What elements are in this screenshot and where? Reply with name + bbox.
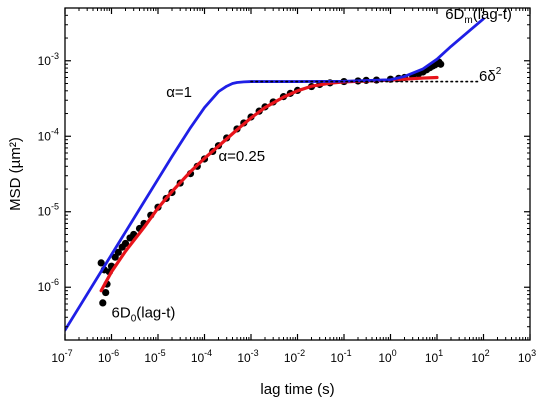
x-axis-ticks: 10-7 10-6 10-5 10-4 10-3 10-2 10-1 100 101 102 103 (51, 8, 536, 365)
data-point (437, 60, 445, 68)
data-point (97, 259, 105, 267)
annotation-alpha1: α=1 (166, 84, 192, 101)
x-tick-label: 101 (425, 348, 443, 365)
annotation-layer: α=1 α=0.25 6δ2 6Dm(lag-t) 6D0(lag-t) (112, 6, 512, 325)
y-axis-ticks: 10-6 10-5 10-4 10-3 (38, 7, 530, 341)
x-tick-label: 10-3 (237, 348, 258, 365)
x-tick-label: 102 (471, 348, 489, 365)
data-point (121, 239, 130, 248)
data-point (99, 299, 107, 307)
x-tick-label: 10-6 (98, 348, 119, 365)
series-layer (65, 17, 485, 332)
fit-curve-red (99, 75, 439, 293)
x-tick-label: 10-7 (51, 348, 72, 365)
y-tick-label: 10-5 (38, 202, 59, 219)
y-tick-label: 10-4 (38, 126, 59, 143)
x-axis-title: lag time (s) (260, 381, 334, 398)
plot-frame (64, 7, 531, 341)
model-curve-blue (65, 17, 485, 332)
y-tick-label: 10-3 (38, 51, 59, 68)
x-tick-label: 10-5 (144, 348, 165, 365)
data-point (114, 248, 122, 256)
annotation-delta: 6δ2 (479, 66, 502, 85)
annotation-d0: 6D0(lag-t) (112, 304, 176, 324)
y-tick-label: 10-6 (38, 277, 59, 294)
x-tick-label: 10-4 (191, 348, 212, 365)
annotation-alpha025: α=0.25 (218, 148, 265, 165)
y-axis-title: MSD (µm²) (7, 137, 24, 211)
data-point (102, 288, 110, 297)
x-tick-label: 10-2 (284, 348, 305, 365)
x-tick-label: 103 (518, 348, 536, 365)
x-tick-label: 10-1 (330, 348, 351, 365)
x-tick-label: 100 (378, 348, 396, 365)
annotation-dm: 6Dm(lag-t) (445, 6, 512, 26)
